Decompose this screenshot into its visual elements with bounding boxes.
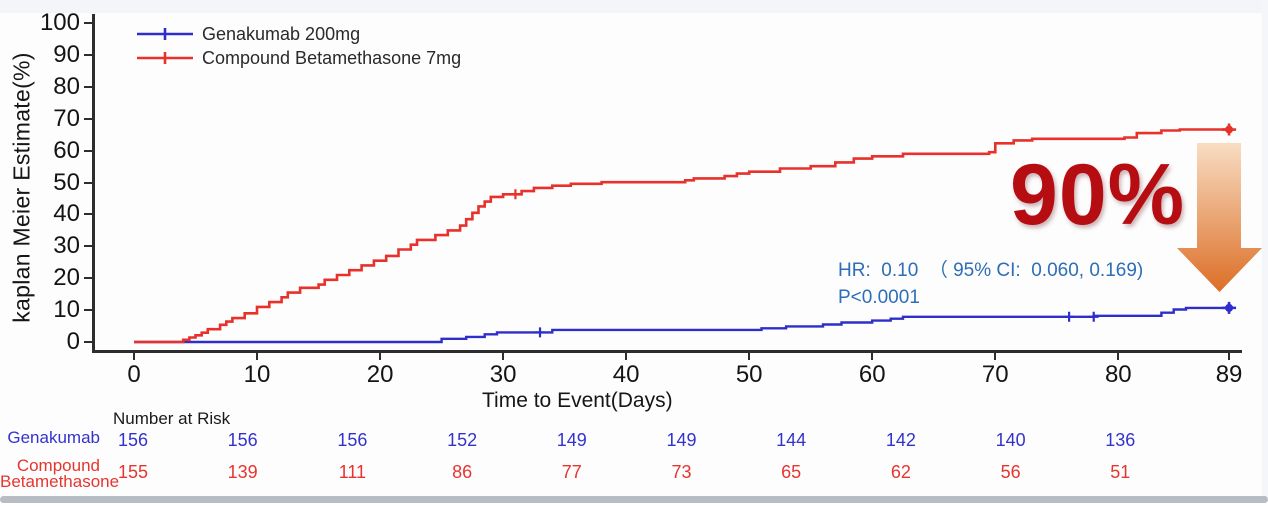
risk-value: 73	[671, 462, 692, 482]
risk-row-label-genakumab: Genakumab	[7, 428, 100, 447]
x-axis-line	[92, 350, 1242, 353]
km-curve-betamethasone	[134, 128, 1230, 344]
censor-mark	[1088, 311, 1099, 322]
x-tick-label: 20	[366, 361, 394, 388]
y-tick-mark	[84, 85, 93, 88]
x-tick-label: 0	[127, 361, 141, 388]
y-tick-label: 10	[53, 296, 80, 324]
risk-value: 149	[556, 430, 587, 450]
risk-value: 139	[227, 462, 258, 482]
risk-value: 152	[447, 430, 478, 450]
p-value-text: P<0.0001	[838, 287, 920, 308]
x-tick-mark	[256, 353, 259, 360]
y-tick-mark	[84, 309, 93, 312]
x-tick-mark	[625, 353, 628, 360]
legend-item-genakumab: Genakumab 200mg	[136, 22, 360, 46]
risk-value: 140	[995, 430, 1026, 450]
y-tick-label: 20	[53, 264, 80, 292]
legend-line-blue-icon	[137, 28, 193, 40]
y-tick-mark	[84, 341, 93, 343]
risk-value: 155	[117, 462, 149, 482]
x-tick-label: 40	[612, 361, 640, 388]
x-tick-label: 89	[1215, 361, 1243, 388]
y-tick-mark	[84, 149, 93, 152]
censor-mark	[1064, 311, 1075, 322]
y-tick-label: 30	[53, 232, 80, 260]
y-tick-mark	[84, 181, 93, 184]
y-tick-mark	[84, 22, 93, 24]
risk-value: 86	[452, 462, 473, 482]
x-tick-label: 10	[243, 361, 271, 388]
reduction-percentage: 90%	[1010, 147, 1186, 243]
risk-value: 156	[117, 430, 149, 450]
x-tick-label: 60	[858, 361, 886, 388]
y-tick-label: 50	[53, 168, 80, 196]
y-tick-label: 80	[53, 72, 80, 100]
risk-value: 51	[1110, 462, 1131, 482]
y-tick-label: 90	[53, 40, 80, 68]
risk-value: 77	[561, 462, 582, 482]
y-tick-label: 70	[53, 104, 80, 132]
page-top-strip	[0, 0, 1268, 13]
x-tick-mark	[133, 353, 135, 360]
legend-line-red-icon	[137, 52, 193, 64]
x-tick-mark	[748, 353, 751, 360]
y-tick-mark	[84, 245, 93, 248]
risk-value: 56	[1000, 462, 1021, 482]
end-marker-cross	[1222, 301, 1237, 314]
legend-label-betamethasone: Compound Betamethasone 7mg	[202, 47, 462, 68]
end-marker-cross	[1222, 123, 1237, 136]
y-tick-label: 40	[53, 200, 80, 228]
x-tick-mark	[1117, 353, 1120, 360]
censor-mark	[510, 189, 521, 200]
x-tick-label: 30	[489, 361, 517, 388]
y-tick-label: 100	[39, 9, 80, 36]
risk-table-title: Number at Risk	[113, 409, 231, 428]
x-tick-label: 70	[981, 361, 1009, 388]
risk-value: 136	[1105, 430, 1136, 450]
x-tick-mark	[994, 353, 997, 360]
hazard-ratio-text: HR: 0.10 （ 95% CI: 0.060, 0.169)	[838, 260, 1144, 281]
y-tick-mark	[84, 277, 93, 280]
risk-value: 156	[227, 430, 258, 450]
risk-value: 62	[890, 462, 911, 482]
risk-value: 111	[338, 462, 367, 482]
x-tick-label: 50	[735, 361, 763, 388]
x-tick-mark	[871, 353, 874, 360]
page-right-strip	[1262, 0, 1268, 497]
page-bottom-edge	[0, 503, 1268, 506]
x-axis-title: Time to Event(Days)	[482, 389, 673, 412]
y-axis-line	[92, 14, 95, 352]
risk-value: 65	[781, 462, 802, 482]
legend-item-betamethasone: Compound Betamethasone 7mg	[136, 46, 461, 70]
y-tick-mark	[84, 53, 93, 56]
risk-value: 144	[776, 430, 807, 450]
y-tick-mark	[84, 213, 93, 216]
x-tick-mark	[379, 353, 382, 360]
risk-value: 142	[885, 430, 916, 450]
down-arrow-icon	[1177, 143, 1262, 292]
y-tick-mark	[84, 117, 93, 120]
x-tick-mark	[1228, 353, 1231, 360]
y-tick-label: 0	[66, 328, 80, 355]
x-tick-label: 80	[1104, 361, 1132, 388]
bottom-divider-bar	[0, 496, 1268, 503]
risk-row-label-betamethasone: Compound Betamethasone	[0, 456, 120, 491]
risk-value: 149	[666, 430, 697, 450]
y-tick-label: 60	[53, 136, 80, 164]
x-tick-mark	[502, 353, 505, 360]
km-curve-genakumab	[134, 306, 1230, 344]
censor-mark	[535, 327, 546, 338]
legend-label-genakumab: Genakumab 200mg	[202, 23, 361, 44]
risk-value: 156	[337, 430, 368, 450]
